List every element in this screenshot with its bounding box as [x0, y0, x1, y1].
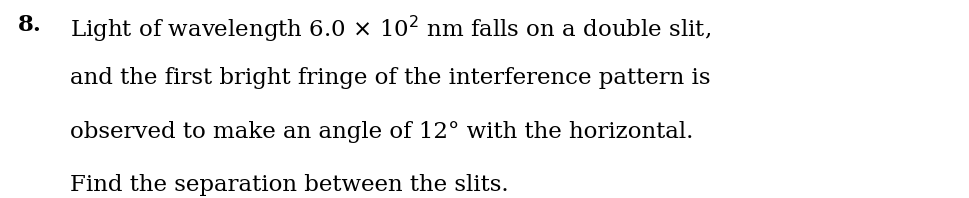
Text: 8.: 8. [17, 14, 42, 36]
Text: Find the separation between the slits.: Find the separation between the slits. [70, 174, 508, 196]
Text: and the first bright fringe of the interference pattern is: and the first bright fringe of the inter… [70, 67, 709, 89]
Text: Light of wavelength 6.0 $\times$ 10$^{2}$ nm falls on a double slit,: Light of wavelength 6.0 $\times$ 10$^{2}… [70, 14, 710, 44]
Text: observed to make an angle of 12° with the horizontal.: observed to make an angle of 12° with th… [70, 121, 693, 143]
